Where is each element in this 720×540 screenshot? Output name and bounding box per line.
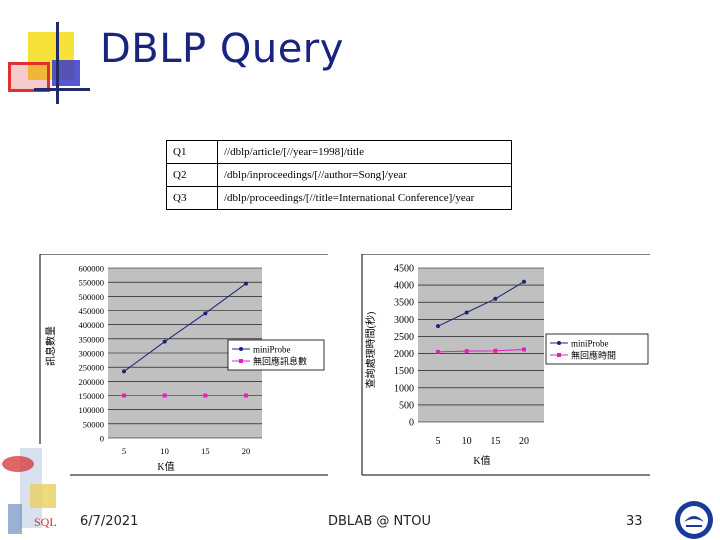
y-tick-label: 250000 [79, 363, 105, 373]
x-tick-label: 15 [490, 436, 500, 447]
legend-label: miniProbe [571, 339, 609, 349]
data-point [436, 349, 440, 354]
data-point [122, 369, 126, 374]
data-point [436, 324, 440, 329]
y-tick-label: 4500 [394, 264, 414, 275]
y-tick-label: 100000 [79, 405, 105, 415]
decorative-horizontal-line [34, 88, 90, 91]
decorative-vertical-line [56, 22, 59, 104]
x-axis-label: K值 [473, 454, 490, 467]
y-tick-label: 50000 [83, 419, 104, 429]
x-tick-label: 5 [436, 436, 441, 447]
legend-marker [557, 353, 561, 357]
logo-text: SQL [34, 515, 57, 529]
query-path: //dblp/article/[//year=1998]/title [217, 140, 512, 164]
y-tick-label: 500000 [79, 292, 105, 302]
data-point [493, 348, 498, 353]
y-tick-label: 200000 [79, 377, 105, 387]
y-tick-label: 450000 [79, 306, 105, 316]
y-axis-label: 查詢處理時間(秒) [364, 312, 377, 389]
legend-box [227, 339, 325, 371]
data-point [162, 339, 167, 344]
data-point [244, 393, 248, 398]
y-tick-label: 600000 [79, 264, 105, 274]
query-id: Q2 [166, 163, 218, 187]
legend-box [545, 333, 649, 365]
message-count-chart: 6000005500005000004500004000003500003000… [39, 254, 328, 476]
decorative-red-square [8, 62, 50, 92]
y-tick-label: 1500 [394, 366, 414, 377]
legend-label: 無回應訊息數 [253, 356, 307, 367]
series-line-2 [437, 348, 525, 353]
university-emblem-icon [675, 501, 713, 539]
query-id: Q1 [166, 140, 218, 164]
y-tick-label: 3500 [394, 298, 414, 309]
table-row: Q2 /dblp/inproceedings/[//author=Song]/y… [166, 163, 512, 187]
query-path: /dblp/proceedings/[//title=International… [217, 186, 512, 210]
slide-title: DBLP Query [100, 26, 344, 72]
x-axis-label: K值 [157, 460, 174, 473]
y-tick-label: 350000 [79, 334, 105, 344]
legend-label: miniProbe [253, 345, 291, 355]
y-tick-label: 1000 [394, 383, 414, 394]
x-tick-label: 20 [519, 436, 529, 447]
lab-logo: SQL [0, 444, 70, 540]
data-point [522, 279, 526, 284]
data-point [522, 347, 526, 352]
data-point [203, 311, 208, 316]
query-id: Q3 [166, 186, 218, 210]
y-tick-label: 0 [409, 418, 414, 429]
legend-marker [557, 341, 561, 345]
table-row: Q1 //dblp/article/[//year=1998]/title [166, 140, 512, 164]
y-tick-label: 300000 [79, 349, 105, 359]
data-point [464, 349, 469, 354]
table-row: Q3 /dblp/proceedings/[//title=Internatio… [166, 186, 512, 210]
series-line-1 [437, 281, 525, 327]
data-point [122, 393, 126, 398]
y-tick-label: 2500 [394, 332, 414, 343]
x-tick-label: 15 [201, 446, 210, 456]
data-point [464, 310, 469, 315]
x-tick-label: 5 [122, 446, 126, 456]
y-tick-label: 2000 [394, 349, 414, 360]
data-point [203, 393, 208, 398]
y-axis-label: 訊息數量 [44, 326, 57, 366]
y-tick-label: 3000 [394, 315, 414, 326]
footer-date: 6/7/2021 [80, 514, 139, 529]
x-tick-label: 20 [242, 446, 251, 456]
footer-center: DBLAB @ NTOU [328, 514, 431, 529]
legend-marker [239, 347, 243, 351]
series-line-1 [123, 283, 247, 372]
data-point [244, 281, 248, 286]
y-tick-label: 400000 [79, 320, 105, 330]
data-point [162, 393, 167, 398]
page-number: 33 [626, 514, 643, 529]
y-tick-label: 150000 [79, 391, 105, 401]
y-tick-label: 500 [399, 400, 414, 411]
query-time-chart: 4500 4000 3500 3000 2500 2000 1500 1000 500 0 5 10 1… [361, 254, 650, 476]
plot-area [418, 268, 544, 422]
x-tick-label: 10 [462, 436, 472, 447]
y-tick-label: 4000 [394, 281, 414, 292]
legend-label: 無回應時間 [571, 350, 616, 361]
query-table: Q1 //dblp/article/[//year=1998]/title Q2… [166, 140, 512, 210]
query-path: /dblp/inproceedings/[//author=Song]/year [217, 163, 512, 187]
data-point [493, 296, 498, 301]
legend-marker [239, 359, 243, 363]
y-tick-label: 550000 [79, 278, 105, 288]
x-tick-label: 10 [160, 446, 169, 456]
y-tick-label: 0 [100, 434, 104, 444]
